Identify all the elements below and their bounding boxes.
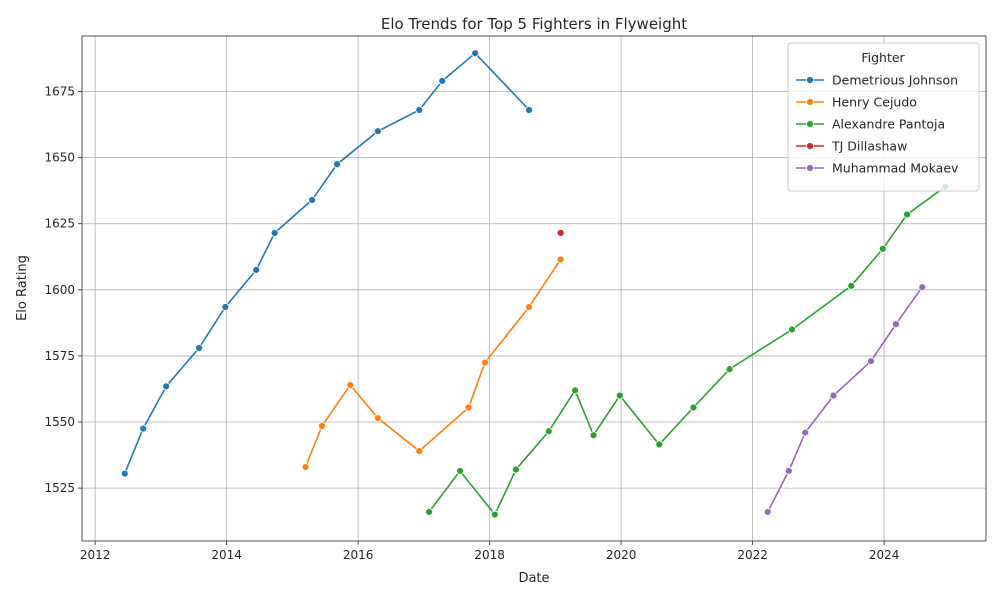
data-point: [120, 469, 129, 478]
legend-item: Muhammad Mokaev: [796, 161, 959, 176]
data-point: [318, 422, 326, 430]
x-tick-label: 2024: [869, 548, 900, 562]
data-point: [763, 508, 772, 516]
data-point: [918, 283, 927, 292]
legend-label: Henry Cejudo: [832, 95, 917, 110]
legend-item: Demetrious Johnson: [796, 73, 958, 88]
x-tick-label: 2014: [211, 548, 242, 562]
data-point: [512, 465, 520, 474]
data-point: [903, 210, 912, 219]
legend-title: Fighter: [861, 50, 905, 65]
y-tick-label: 1675: [44, 85, 75, 99]
data-point: [615, 391, 624, 400]
legend-label: Muhammad Mokaev: [832, 161, 959, 176]
y-tick-label: 1575: [44, 349, 75, 363]
legend-marker: [806, 76, 814, 84]
data-point: [415, 447, 424, 456]
data-point: [471, 49, 480, 58]
legend-marker: [806, 142, 814, 150]
y-tick-label: 1550: [44, 415, 75, 429]
data-point: [139, 424, 148, 433]
legend-box: [787, 42, 980, 192]
data-point: [373, 127, 382, 136]
x-axis: 2012 2014 2016 2018 2020 2022 2024: [80, 541, 899, 562]
data-point: [847, 281, 856, 290]
data-point: [464, 403, 473, 412]
legend: Fighter Demetrious Johnson Henry Cejudo Al…: [787, 42, 980, 192]
data-point: [892, 320, 900, 329]
series-muhammad-mokaev: [763, 283, 927, 516]
data-point: [525, 303, 533, 311]
data-point: [878, 244, 887, 253]
data-point: [571, 386, 579, 395]
data-point: [270, 229, 279, 237]
legend-label: TJ Dillashaw: [831, 139, 907, 154]
data-point: [655, 440, 664, 449]
data-point: [346, 381, 355, 389]
data-point: [308, 196, 317, 204]
data-point: [784, 467, 793, 475]
data-point: [456, 467, 464, 475]
data-point: [867, 357, 875, 366]
data-point: [415, 106, 424, 114]
x-tick-label: 2016: [343, 548, 374, 562]
data-point: [490, 510, 499, 519]
legend-item: TJ Dillashaw: [796, 139, 907, 154]
series-henry-cejudo: [301, 255, 565, 471]
legend-marker: [806, 98, 814, 106]
data-point: [301, 463, 310, 471]
x-tick-label: 2012: [80, 548, 111, 562]
data-point: [525, 106, 533, 114]
legend-marker: [806, 120, 814, 128]
y-axis-label: Elo Rating: [15, 255, 30, 321]
data-point: [252, 266, 261, 274]
data-point: [333, 160, 341, 169]
legend-item: Henry Cejudo: [796, 95, 917, 110]
y-tick-label: 1525: [44, 481, 75, 495]
data-point: [373, 414, 382, 422]
legend-marker: [806, 164, 814, 172]
series-line-alexandre-pantoja: [428, 186, 946, 517]
series-tj-dillashaw: [556, 229, 565, 237]
series-demetrious-johnson: [120, 49, 533, 478]
y-tick-label: 1650: [44, 151, 75, 165]
data-point: [544, 427, 553, 436]
x-tick-label: 2018: [474, 548, 505, 562]
data-point: [195, 344, 203, 352]
data-point: [589, 431, 598, 440]
chart-title: Elo Trends for Top 5 Fighters in Flyweig…: [381, 15, 687, 33]
data-point: [556, 255, 565, 264]
data-point: [221, 303, 230, 311]
y-tick-label: 1625: [44, 217, 75, 231]
data-point: [689, 403, 698, 412]
data-point: [829, 391, 838, 400]
data-point: [556, 229, 565, 237]
grid-lines: [82, 36, 986, 541]
data-point: [162, 382, 171, 391]
legend-items: Demetrious Johnson Henry Cejudo Alexandre …: [796, 73, 959, 176]
plot-frame: [81, 35, 987, 542]
x-tick-label: 2020: [606, 548, 637, 562]
data-point: [481, 358, 489, 367]
x-tick-label: 2022: [737, 548, 768, 562]
y-axis: 1525 1550 1575 1600 1625 1650 1675: [44, 85, 82, 495]
legend-item: Alexandre Pantoja: [796, 117, 945, 132]
data-point: [725, 365, 734, 374]
series-line-demetrious-johnson: [123, 52, 530, 474]
data-point: [801, 428, 810, 437]
legend-label: Demetrious Johnson: [832, 73, 958, 88]
x-axis-label: Date: [518, 571, 549, 586]
data-point: [438, 77, 447, 85]
y-tick-label: 1600: [44, 283, 75, 297]
data-point: [425, 508, 434, 516]
data-point: [788, 325, 796, 334]
legend-label: Alexandre Pantoja: [832, 117, 945, 132]
